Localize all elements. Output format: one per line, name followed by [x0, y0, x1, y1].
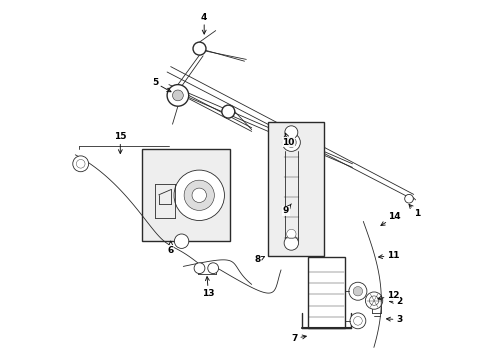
Circle shape [174, 234, 188, 248]
Circle shape [172, 90, 183, 101]
Circle shape [284, 236, 298, 250]
Text: 7: 7 [291, 334, 305, 343]
Circle shape [192, 188, 206, 202]
Circle shape [352, 287, 362, 296]
Text: 10: 10 [282, 133, 294, 147]
Circle shape [404, 194, 412, 203]
Text: 9: 9 [282, 204, 291, 215]
Text: 6: 6 [167, 241, 173, 255]
Circle shape [286, 229, 295, 239]
Circle shape [207, 263, 218, 274]
Circle shape [348, 282, 366, 300]
Text: 2: 2 [388, 297, 402, 306]
Bar [267, 122, 323, 256]
Text: 3: 3 [386, 315, 402, 324]
Circle shape [365, 292, 382, 309]
Text: 4: 4 [201, 13, 207, 34]
Text: 1: 1 [408, 204, 419, 217]
Circle shape [184, 180, 214, 210]
Text: 12: 12 [377, 292, 399, 300]
Circle shape [73, 156, 88, 172]
Circle shape [282, 133, 300, 151]
Bar [142, 149, 230, 241]
Circle shape [76, 159, 85, 168]
Circle shape [167, 85, 188, 106]
Text: 8: 8 [254, 256, 264, 264]
Circle shape [285, 126, 297, 139]
Circle shape [193, 42, 205, 55]
Circle shape [285, 137, 296, 148]
Text: 14: 14 [380, 212, 400, 225]
Bar [307, 257, 345, 328]
Text: 5: 5 [152, 78, 171, 92]
Text: 15: 15 [114, 132, 126, 153]
Circle shape [222, 105, 234, 118]
Text: 13: 13 [202, 276, 214, 298]
Circle shape [353, 316, 362, 325]
Circle shape [368, 296, 378, 305]
Text: 11: 11 [378, 251, 399, 260]
Circle shape [349, 313, 365, 329]
Circle shape [194, 263, 204, 274]
Circle shape [174, 170, 224, 220]
